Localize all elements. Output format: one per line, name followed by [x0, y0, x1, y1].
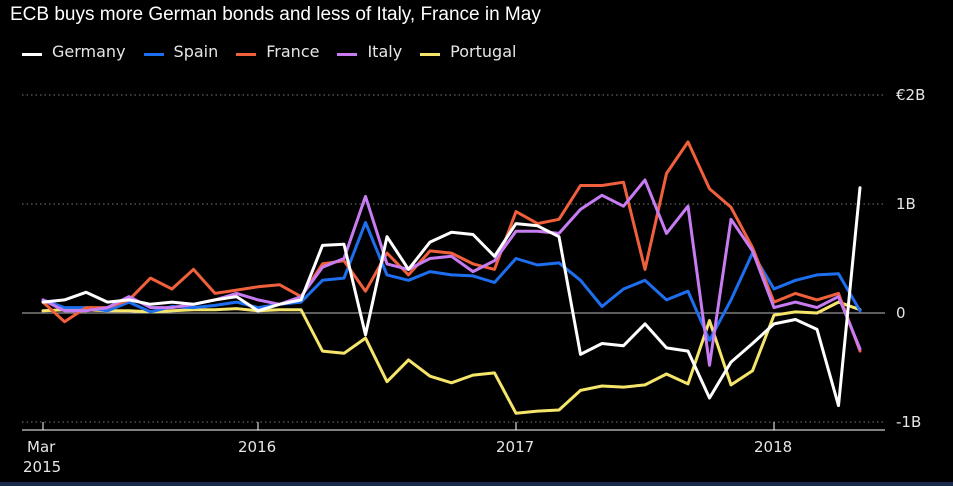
legend-swatch	[143, 53, 164, 56]
x-tick-label: Mar	[27, 438, 56, 456]
y-tick-label: -1B	[896, 413, 921, 431]
legend: Germany Spain France Italy Portugal	[22, 42, 516, 61]
legend-item-italy: Italy	[337, 42, 402, 61]
legend-label: Germany	[52, 42, 126, 61]
series-line-italy	[41, 178, 862, 367]
legend-swatch	[22, 53, 42, 56]
series-line-germany	[41, 186, 862, 408]
legend-label: Italy	[367, 42, 403, 61]
legend-item-germany: Germany	[22, 42, 126, 61]
x-tick-sublabel: 2015	[23, 458, 61, 476]
legend-swatch	[420, 53, 441, 56]
legend-swatch	[236, 53, 257, 56]
x-tick-label: 2018	[754, 438, 792, 456]
legend-item-spain: Spain	[143, 42, 219, 61]
legend-item-france: France	[236, 42, 319, 61]
y-tick-label: €2B	[896, 86, 925, 104]
y-tick-label: 0	[896, 304, 906, 322]
chart-title: ECB buys more German bonds and less of I…	[10, 4, 541, 25]
x-tick-label: 2016	[238, 438, 276, 456]
series-line-france	[41, 140, 862, 353]
bottom-bar	[0, 482, 953, 486]
x-tick-label: 2017	[496, 438, 534, 456]
series-line-spain	[41, 221, 862, 342]
legend-item-portugal: Portugal	[420, 42, 516, 61]
series-line-portugal	[41, 300, 862, 415]
legend-label: Spain	[173, 42, 219, 61]
legend-label: France	[266, 42, 320, 61]
y-tick-label: 1B	[896, 195, 916, 213]
legend-swatch	[337, 53, 358, 56]
legend-label: Portugal	[450, 42, 517, 61]
